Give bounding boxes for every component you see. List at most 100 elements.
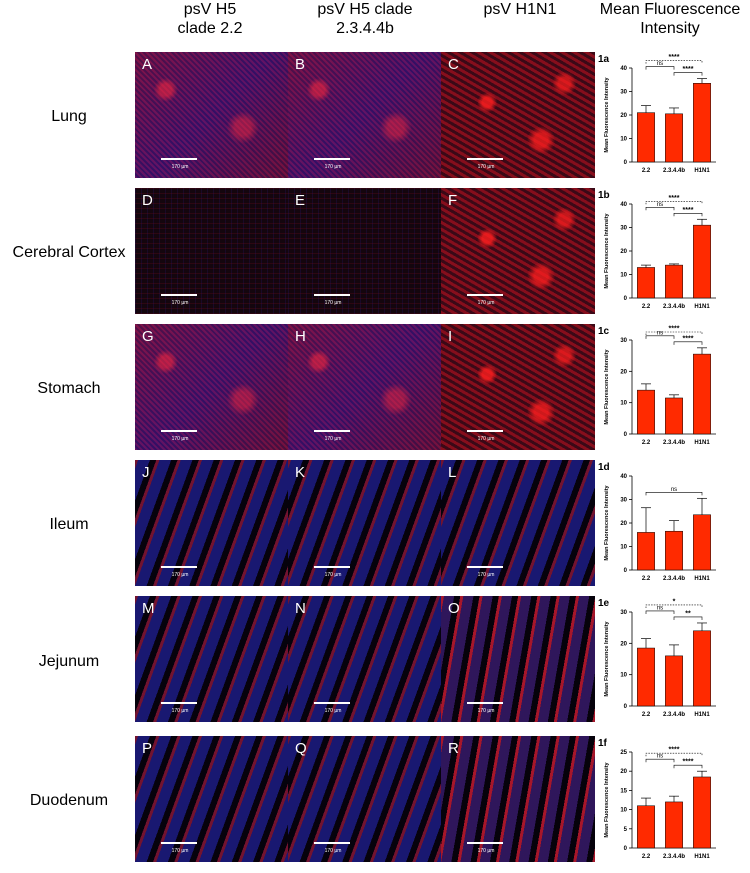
y-tick-label: 10 (620, 137, 627, 143)
y-tick-label: 0 (624, 296, 628, 302)
panel-letter: K (295, 464, 306, 481)
micrograph-panel-h: H 170 µm (288, 324, 442, 450)
column-header-line1: psV H5 clade (317, 1, 413, 18)
y-tick-label: 10 (620, 273, 627, 279)
y-tick-label: 0 (624, 846, 628, 852)
scale-bar-label: 170 µm (171, 300, 189, 306)
panel-letter: B (295, 56, 306, 73)
chart-id-label: 1f (598, 738, 608, 749)
row-label-jejunum: Jejunum (38, 653, 100, 670)
scale-bar-label: 170 µm (324, 436, 342, 442)
column-header-line2: 2.3.4.4b (336, 20, 394, 37)
y-tick-label: 0 (624, 568, 628, 574)
scale-bar (314, 702, 350, 704)
micrograph-panel-b: B 170 µm (288, 52, 442, 178)
x-tick-label: H1N1 (694, 304, 710, 310)
x-tick-label: 2.3.4.4b (663, 576, 685, 582)
panel-letter: O (448, 600, 460, 617)
row-label-duodenum: Duodenum (29, 792, 109, 809)
micrograph-panel-l: L 170 µm (441, 460, 595, 586)
scale-bar (161, 294, 197, 296)
significance-bracket (673, 212, 703, 217)
x-tick-label: 2.2 (642, 168, 651, 174)
column-header-mfi: Mean Fluorescence Intensity (590, 0, 750, 38)
significance-bracket (673, 341, 703, 345)
y-axis-title: Mean Fluorescence Intensity (604, 484, 610, 560)
x-tick-label: H1N1 (694, 168, 710, 174)
micrograph-panel-m: M 170 µm (135, 596, 289, 722)
column-header-line2: clade 2.2 (177, 20, 243, 37)
scale-bar-label: 170 µm (171, 708, 189, 714)
chart-svg: 1b Mean Fluorescence Intensity 0 10 20 30 40 2.… (598, 190, 716, 310)
y-tick-label: 10 (620, 401, 627, 407)
micrograph-panel-j: J 170 µm (135, 460, 289, 586)
x-tick-label: 2.2 (642, 854, 651, 860)
significance-bracket (673, 616, 703, 620)
scale-bar (161, 702, 197, 704)
scale-bar (467, 430, 503, 432)
significance-label: **** (683, 207, 694, 214)
chart-id-label: 1b (598, 190, 610, 201)
y-tick-label: 10 (620, 808, 627, 814)
scale-bar-label: 170 µm (477, 848, 495, 854)
panel-letter: E (295, 192, 306, 209)
scale-bar (314, 158, 350, 160)
significance-bracket (645, 335, 675, 339)
panel-letter: J (142, 464, 150, 481)
bar-2.3.4.4b (665, 264, 683, 299)
y-tick-label: 40 (620, 474, 627, 480)
row-label-cerebral-cortex: Cerebral Cortex (12, 244, 126, 261)
bar-H1N1 (693, 224, 711, 299)
panel-letter: D (142, 192, 153, 209)
y-tick-label: 40 (620, 66, 627, 72)
row-label-ileum: Ileum (49, 516, 89, 533)
row-label-lung: Lung (51, 108, 87, 125)
scale-bar (467, 842, 503, 844)
x-tick-label: 2.3.4.4b (663, 168, 685, 174)
bar-2.3.4.4b (665, 530, 683, 571)
y-tick-label: 40 (620, 202, 627, 208)
row-label-stomach: Stomach (37, 380, 101, 397)
micrograph-panel-q: Q 170 µm (288, 736, 442, 862)
scale-bar-label: 170 µm (477, 164, 495, 170)
significance-bracket (645, 206, 675, 211)
micrograph-panel-i: I 170 µm (441, 324, 595, 450)
significance-bracket (645, 758, 675, 763)
column-header-clade-2-2: psV H5 clade 2.2 (130, 0, 290, 38)
x-tick-label: 2.2 (642, 440, 651, 446)
scale-bar-label: 170 µm (171, 848, 189, 854)
y-tick-label: 30 (620, 338, 627, 344)
y-tick-label: 30 (620, 90, 627, 96)
column-header-line2: Intensity (640, 20, 700, 37)
scale-bar-label: 170 µm (324, 708, 342, 714)
bar-2.2 (637, 389, 655, 435)
x-tick-label: 2.2 (642, 712, 651, 718)
significance-bracket (645, 66, 675, 70)
column-header-line1: Mean Fluorescence (599, 1, 741, 18)
column-header-line1: psV H1N1 (483, 1, 557, 18)
bar-H1N1 (693, 776, 711, 849)
scale-bar (314, 430, 350, 432)
chart-svg: 1d Mean Fluorescence Intensity 0 10 20 30 40 2.… (598, 462, 716, 582)
y-tick-label: 20 (620, 769, 627, 775)
bar-2.2 (637, 532, 655, 571)
chart-svg: 1c Mean Fluorescence Intensity 0 10 20 30 2.2 2… (598, 326, 716, 446)
x-tick-label: 2.3.4.4b (663, 304, 685, 310)
x-tick-label: 2.3.4.4b (663, 712, 685, 718)
bar-2.3.4.4b (665, 113, 683, 163)
scale-bar-label: 170 µm (324, 848, 342, 854)
significance-bracket (645, 752, 703, 757)
panel-letter: G (142, 328, 154, 345)
panel-letter: C (448, 56, 459, 73)
y-tick-label: 20 (620, 113, 627, 119)
significance-label: ns (657, 605, 663, 611)
y-tick-label: 10 (620, 545, 627, 551)
bar-H1N1 (693, 353, 711, 435)
panel-letter: I (448, 328, 453, 345)
significance-label: **** (669, 54, 680, 61)
significance-label: ** (685, 610, 691, 617)
significance-bracket (645, 604, 703, 608)
column-header-h1n1: psV H1N1 (440, 0, 600, 19)
bar-H1N1 (693, 83, 711, 163)
micrograph-panel-g: G 170 µm (135, 324, 289, 450)
